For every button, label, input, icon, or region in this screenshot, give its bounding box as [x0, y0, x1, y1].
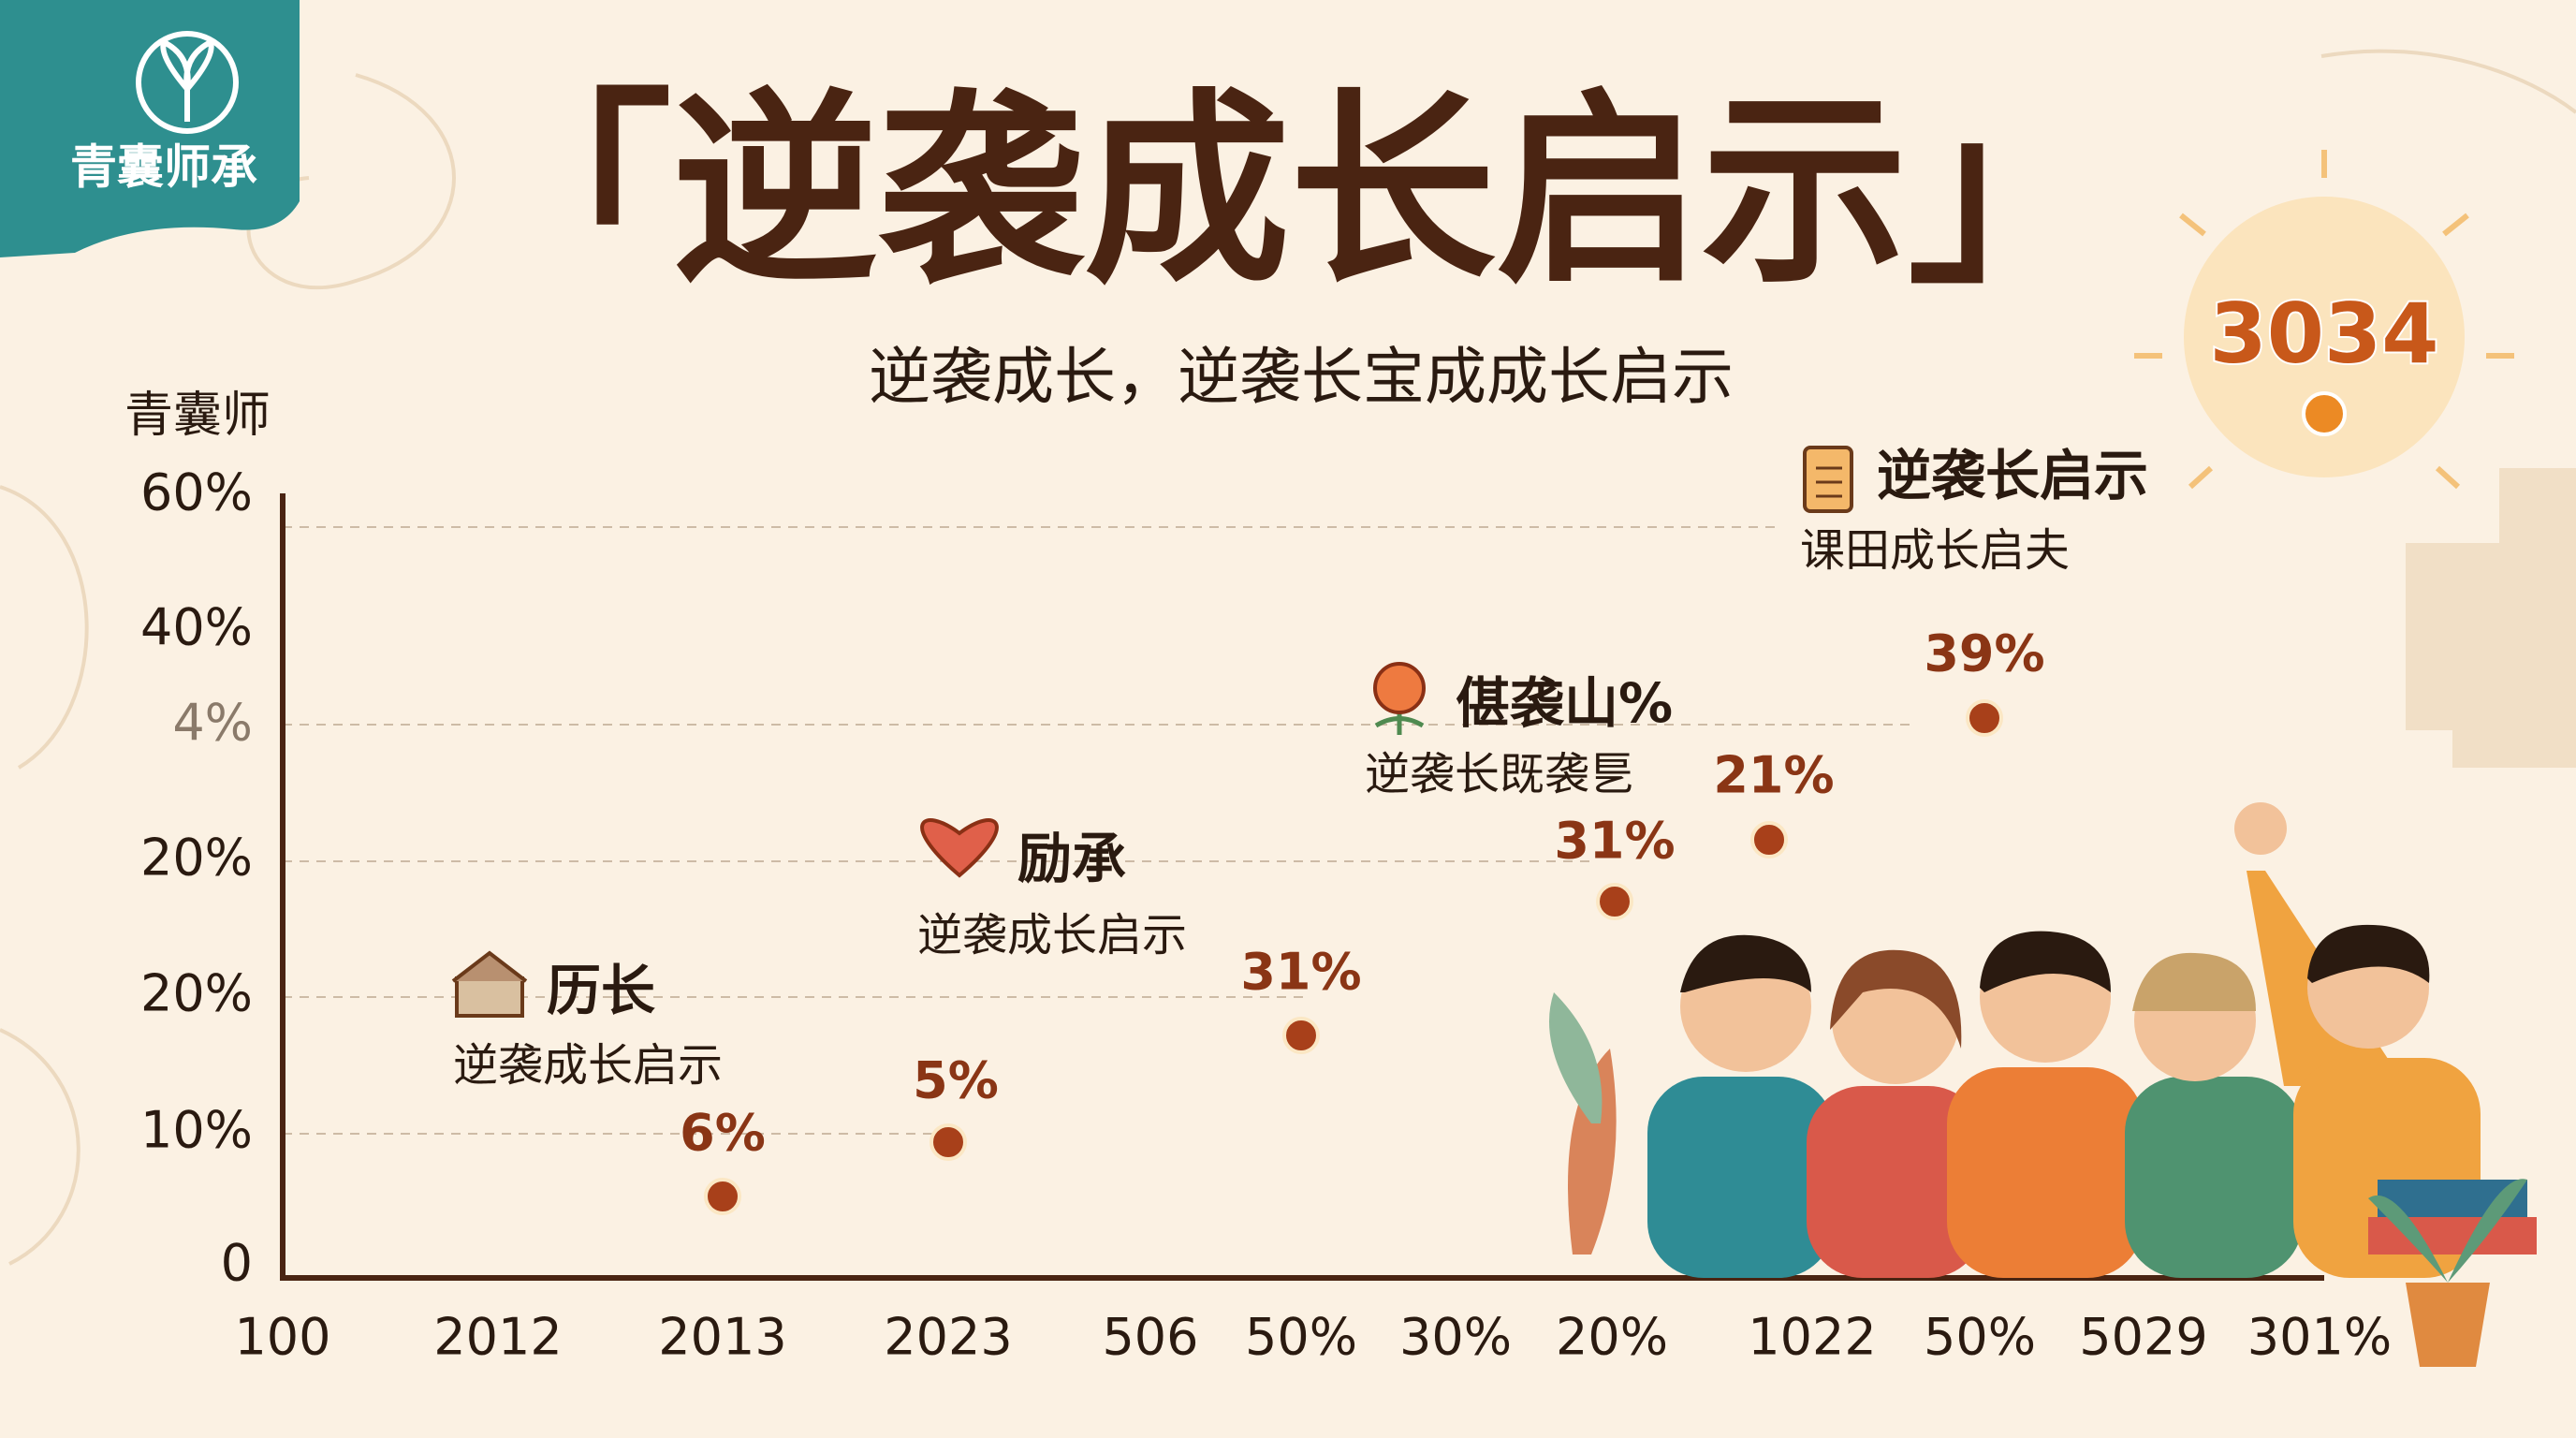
sun	[2134, 150, 2514, 490]
title: 「逆袭成长启示」	[466, 71, 2114, 311]
point-label: 6%	[680, 1104, 766, 1163]
data-point	[1596, 883, 1633, 920]
data-point	[704, 1178, 741, 1215]
x-axis-label: 2013	[658, 1308, 786, 1367]
y-axis-label: 40%	[140, 598, 253, 657]
icon-heart	[920, 818, 999, 878]
point-label: 31%	[1240, 943, 1361, 1002]
y-axis-label: 60%	[140, 463, 253, 522]
logo: 青囊师承	[0, 0, 300, 257]
annotation-title: 逆袭长启示	[1877, 444, 2148, 507]
people-illustration	[1549, 802, 2537, 1367]
annotation-text: 逆袭成长启示	[453, 1039, 723, 1092]
x-axis-label: 50%	[1924, 1308, 2036, 1367]
y-axis-title: 青囊师	[124, 388, 271, 444]
annotation-text: 课田成长启夫	[1800, 524, 2070, 577]
logo-text: 青囊师承	[70, 140, 257, 195]
annotation-text: 逆袭长既袭乬	[1365, 748, 1634, 800]
x-axis-label: 20%	[1556, 1308, 1668, 1367]
annotation-title: 历长	[547, 959, 655, 1022]
point-label: 39%	[1924, 624, 2044, 683]
data-point	[1282, 1017, 1320, 1054]
x-axis-label: 301%	[2247, 1308, 2392, 1367]
data-point	[1966, 699, 2003, 737]
x-axis-label: 5029	[2079, 1308, 2207, 1367]
x-axis-label: 30%	[1399, 1308, 1512, 1367]
peak-label: 3034	[2210, 286, 2439, 382]
y-axis-label: 0	[221, 1234, 253, 1293]
data-point	[929, 1123, 967, 1161]
icon-flower	[1373, 662, 1426, 735]
point-label: 31%	[1554, 812, 1675, 871]
data-point	[1750, 821, 1788, 858]
x-axis-label: 100	[234, 1308, 330, 1367]
annotation-text: 逆袭成长启示	[917, 909, 1187, 961]
icon-house	[451, 950, 528, 1018]
axes	[280, 493, 2324, 1281]
annotation-title: 励承	[1017, 827, 1126, 890]
buildings	[2406, 468, 2576, 768]
markers	[704, 391, 2347, 1215]
point-label: 21%	[1713, 746, 1834, 805]
y-axis-label: 4%	[172, 694, 253, 753]
subtitle: 逆袭成长，逆袭长宝成成长启示	[869, 341, 1734, 413]
icon-clipboard	[1803, 446, 1853, 513]
y-axis-label: 20%	[140, 829, 253, 888]
y-axis-label: 10%	[140, 1101, 253, 1160]
y-axis-label: 20%	[140, 964, 253, 1023]
x-axis-label: 50%	[1245, 1308, 1357, 1367]
x-axis-label: 2012	[433, 1308, 562, 1367]
x-axis-label: 2023	[884, 1308, 1012, 1367]
x-axis-label: 506	[1102, 1308, 1198, 1367]
grid	[283, 526, 1910, 1135]
x-axis-label: 1022	[1748, 1308, 1876, 1367]
annotation-title: 偡袭山%	[1456, 671, 1673, 735]
point-label: 5%	[913, 1051, 999, 1110]
peak-point	[2302, 391, 2347, 436]
